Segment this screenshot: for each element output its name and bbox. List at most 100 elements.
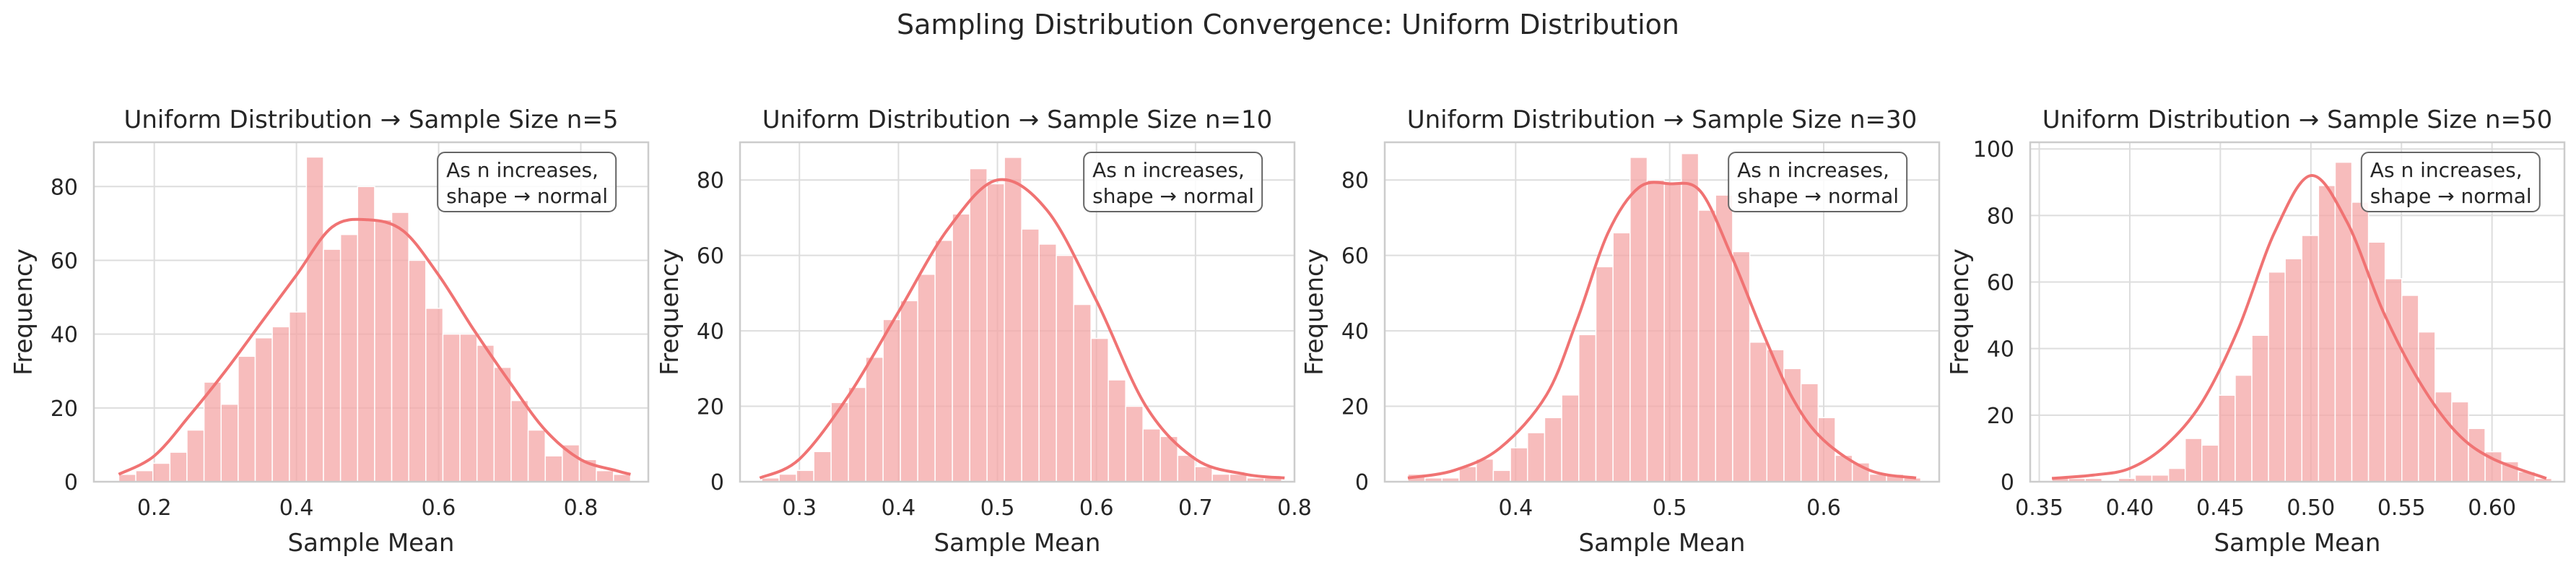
histogram-bar <box>152 462 171 482</box>
histogram-bar <box>2468 428 2486 482</box>
histogram-bar <box>339 233 359 482</box>
histogram-bar <box>493 366 512 482</box>
y-tick-label: 60 <box>51 248 78 274</box>
y-tick-label: 40 <box>697 319 724 344</box>
histogram-bar <box>254 337 273 482</box>
histogram-bar <box>969 168 988 482</box>
chart-panel-4: 0 20 40 60 80 100 0.35 0.40 0.45 0.50 0.55 0.60 Unif… <box>1946 105 2566 558</box>
histogram-bar <box>830 402 849 482</box>
chart-title: Uniform Distribution → Sample Size n=10 <box>762 105 1273 134</box>
annotation-line-1: As n increases, <box>1737 158 1889 182</box>
axes-frame <box>739 141 1296 483</box>
histogram-bar <box>527 429 546 482</box>
y-axis-label: Frequency <box>1946 248 1975 376</box>
x-tick-label: 0.8 <box>1277 495 1312 521</box>
histogram-bar <box>1004 157 1022 482</box>
chart-panel-2: 0 20 40 60 80 0.3 0.4 0.5 0.6 0.7 0.8 Uniform Distr… <box>656 105 1312 558</box>
annotation-box <box>2360 152 2541 212</box>
histogram-bar <box>2218 394 2236 482</box>
annotation-line-1: As n increases, <box>2370 158 2523 182</box>
histogram-bar <box>2351 202 2370 482</box>
histogram-bar <box>357 186 375 482</box>
histogram-bar <box>2184 438 2203 482</box>
y-tick-label: 20 <box>1341 395 1369 420</box>
histogram-bar <box>2151 474 2170 482</box>
histogram-bar <box>238 355 256 482</box>
histogram-bar <box>1125 405 1144 482</box>
chart-title: Uniform Distribution → Sample Size n=50 <box>2042 105 2553 134</box>
histogram-bar <box>986 183 1005 482</box>
y-tick-label: 40 <box>1987 337 2014 363</box>
x-tick-label: 0.5 <box>980 495 1015 521</box>
kde-curve <box>759 178 1285 480</box>
histogram-bar <box>1056 254 1074 482</box>
histogram-bar <box>2167 467 2186 482</box>
histogram-bar <box>778 473 797 482</box>
x-tick-label: 0.6 <box>1079 495 1114 521</box>
histogram-bar <box>2401 295 2419 482</box>
histogram-bar <box>510 399 529 482</box>
histogram-bar <box>220 403 239 482</box>
histogram-bar <box>2201 444 2219 482</box>
x-tick-label: 0.7 <box>1178 495 1213 521</box>
x-axis-label: Sample Mean <box>934 529 1101 558</box>
histogram-bar <box>613 474 632 482</box>
chart-panel-1: 0 20 40 60 80 0.2 0.4 0.6 0.8 Uniform Distributio… <box>9 105 650 558</box>
histogram-bar <box>425 308 444 482</box>
histogram-bar <box>442 333 461 482</box>
histogram-bar <box>289 311 308 482</box>
histogram-bar <box>2268 271 2286 482</box>
histogram-bar <box>1038 243 1057 482</box>
histogram-bar <box>544 455 563 482</box>
annotation-line-2: shape → normal <box>2370 184 2532 208</box>
histogram-bar <box>2384 278 2403 482</box>
x-axis-label: Sample Mean <box>2214 529 2381 558</box>
histogram-bar <box>934 240 953 482</box>
x-tick-label: 0.55 <box>2377 495 2426 521</box>
y-tick-label: 40 <box>51 323 78 348</box>
histogram-bar <box>1629 157 1648 482</box>
y-tick-label: 0 <box>64 470 78 495</box>
x-tick-label: 0.60 <box>2468 495 2516 521</box>
x-tick-label: 0.8 <box>564 495 599 521</box>
histogram-bar <box>459 333 478 482</box>
chart-title: Uniform Distribution → Sample Size n=5 <box>124 105 619 134</box>
annotation-box <box>1083 152 1263 212</box>
y-tick-label: 60 <box>1987 271 2014 296</box>
histogram-bar <box>2301 235 2320 482</box>
annotation-line-1: As n increases, <box>446 158 599 182</box>
x-tick-label: 0.6 <box>1806 495 1841 521</box>
x-axis-label: Sample Mean <box>1579 529 1746 558</box>
histogram-bar <box>2318 185 2336 482</box>
histogram-bar <box>596 469 614 482</box>
y-tick-label: 80 <box>1341 168 1369 194</box>
histogram-bar <box>1681 152 1700 482</box>
histogram-bar <box>2434 391 2453 482</box>
histogram-bar <box>1211 473 1230 482</box>
histogram-bar <box>1492 469 1511 482</box>
histogram-bar <box>1527 432 1546 482</box>
histogram-bar <box>323 248 341 482</box>
y-tick-label: 80 <box>1987 204 2014 229</box>
histogram-bar <box>1663 183 1682 482</box>
histogram-bar <box>2235 374 2253 482</box>
annotation-line-2: shape → normal <box>1737 184 1899 208</box>
x-tick-label: 0.5 <box>1653 495 1687 521</box>
y-tick-label: 60 <box>697 244 724 269</box>
histogram-bar <box>1194 466 1213 482</box>
x-tick-label: 0.45 <box>2196 495 2245 521</box>
histogram-bar <box>1073 303 1092 482</box>
histogram-bar <box>1646 179 1665 482</box>
histogram-bar <box>1021 228 1040 482</box>
histogram-bar <box>2334 161 2353 482</box>
kde-curve <box>1407 181 1917 480</box>
histogram-bar <box>374 219 393 482</box>
histogram-bar <box>1732 251 1751 482</box>
histogram-bar <box>2251 334 2269 482</box>
histogram-bar <box>813 451 832 482</box>
histogram-bar <box>2284 258 2303 482</box>
histogram-bar <box>796 469 814 482</box>
chart-title: Uniform Distribution → Sample Size n=30 <box>1407 105 1918 134</box>
histogram-bar <box>1766 349 1785 482</box>
